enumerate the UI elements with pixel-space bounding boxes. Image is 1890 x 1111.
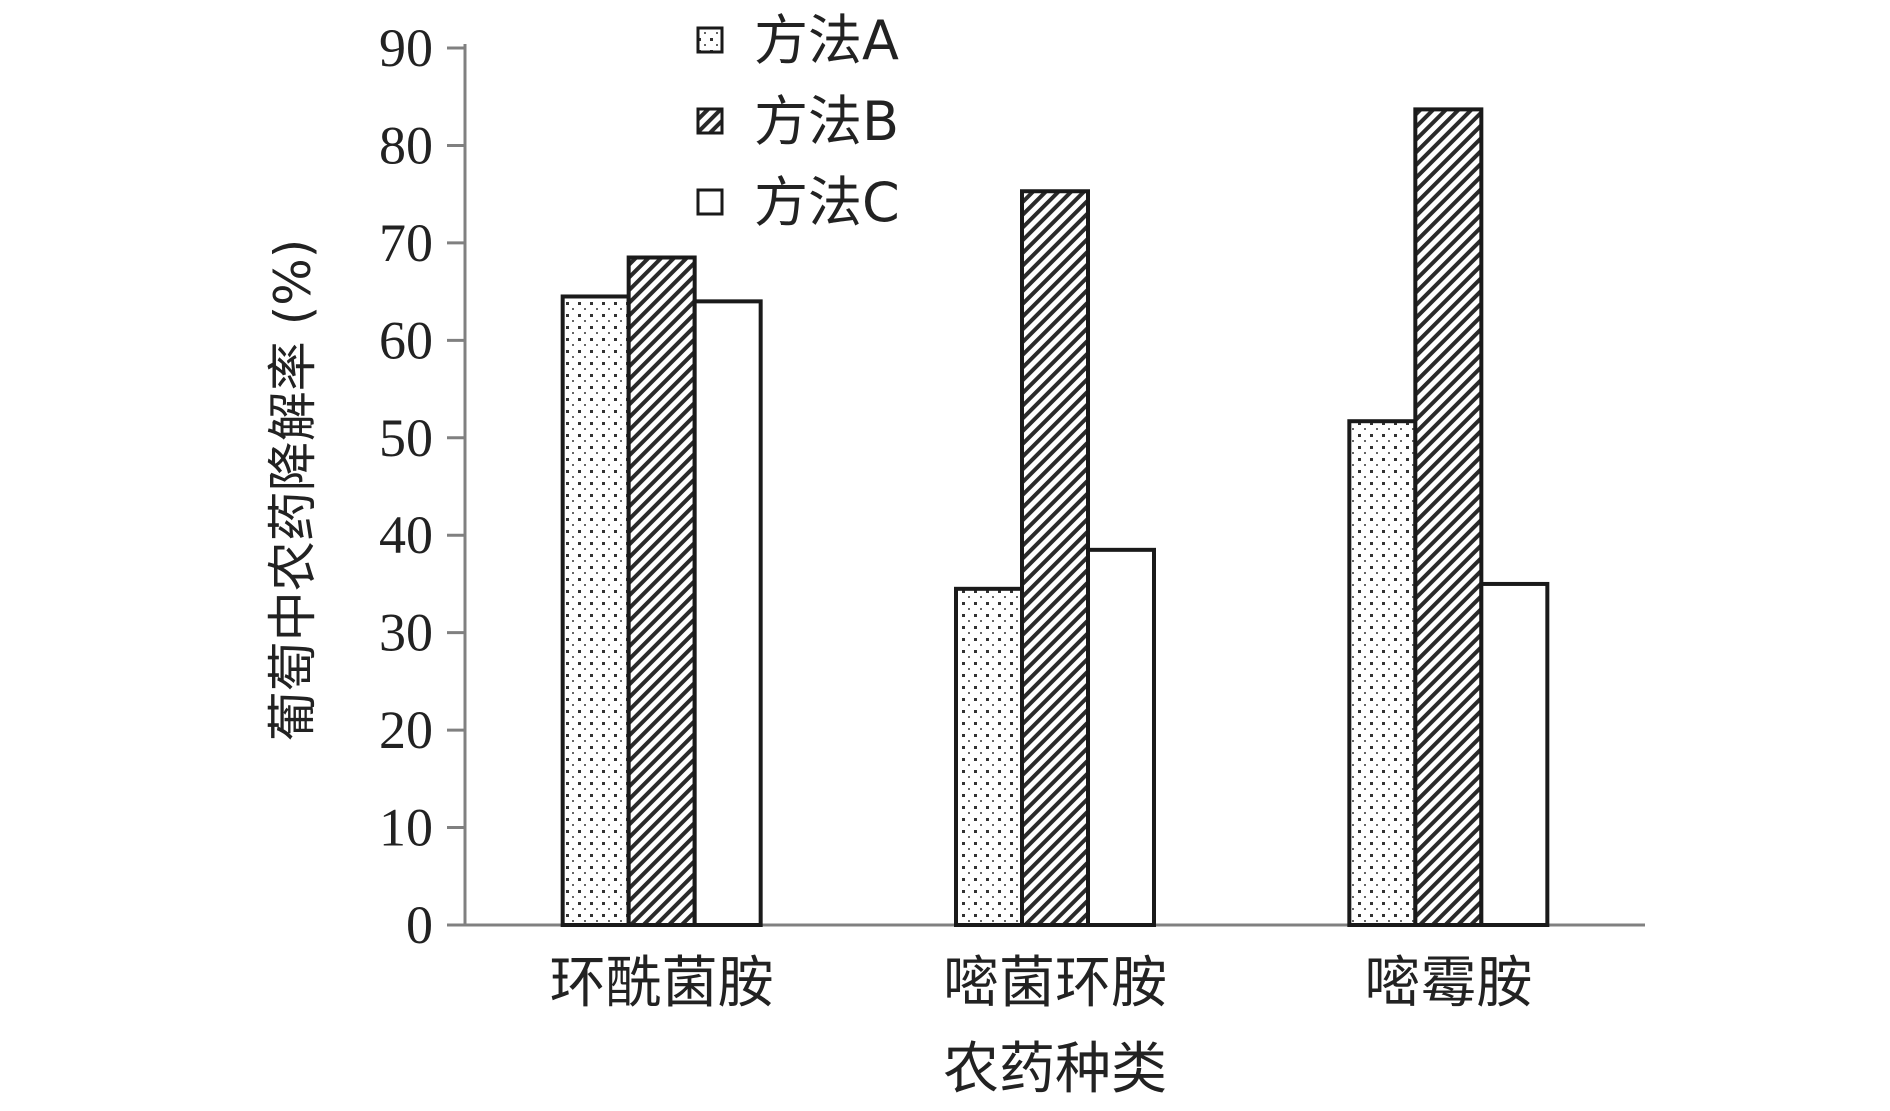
x-category-labels-group: 环酰菌胺 嘧菌环胺 嘧霉胺 — [550, 951, 1533, 1016]
legend-swatch-方法A — [696, 26, 724, 54]
bar-方法C-环酰菌胺 — [692, 299, 763, 928]
y-tick-label: 80 — [379, 115, 433, 175]
bars-group — [560, 107, 1550, 928]
bar-方法B-嘧霉胺 — [1413, 107, 1484, 927]
y-ticks-group: 0 10 20 30 40 50 60 70 80 90 — [379, 18, 465, 955]
y-tick-label: 50 — [379, 408, 433, 468]
legend: 方法A 方法B 方法C — [696, 9, 900, 234]
x-category-label: 嘧霉胺 — [1364, 951, 1532, 1016]
legend-label: 方法A — [754, 9, 899, 72]
y-tick-label: 90 — [379, 18, 433, 78]
bar-方法A-嘧菌环胺 — [954, 586, 1024, 927]
legend-swatch-方法B — [696, 107, 724, 135]
bar-方法A-环酰菌胺 — [560, 294, 631, 927]
y-tick-label: 40 — [379, 505, 433, 565]
y-tick-label: 0 — [406, 895, 433, 955]
bar-方法B-环酰菌胺 — [626, 255, 697, 927]
x-category-label: 环酰菌胺 — [550, 951, 774, 1016]
y-axis-label: 葡萄中农药降解率 (%) — [264, 239, 322, 741]
bar-方法C-嘧霉胺 — [1479, 581, 1550, 927]
legend-label: 方法C — [754, 171, 900, 234]
y-tick-label: 60 — [379, 310, 433, 370]
legend-label: 方法B — [754, 90, 899, 153]
y-tick-label: 30 — [379, 603, 433, 663]
x-axis-label: 农药种类 — [943, 1037, 1167, 1102]
bar-方法C-嘧菌环胺 — [1086, 547, 1156, 927]
y-tick-label: 20 — [379, 700, 433, 760]
legend-swatch-方法C — [696, 188, 724, 216]
x-category-label: 嘧菌环胺 — [943, 951, 1167, 1016]
bar-方法B-嘧菌环胺 — [1020, 189, 1090, 927]
bar-方法A-嘧霉胺 — [1347, 419, 1418, 927]
y-tick-label: 70 — [379, 213, 433, 273]
y-tick-label: 10 — [379, 798, 433, 858]
